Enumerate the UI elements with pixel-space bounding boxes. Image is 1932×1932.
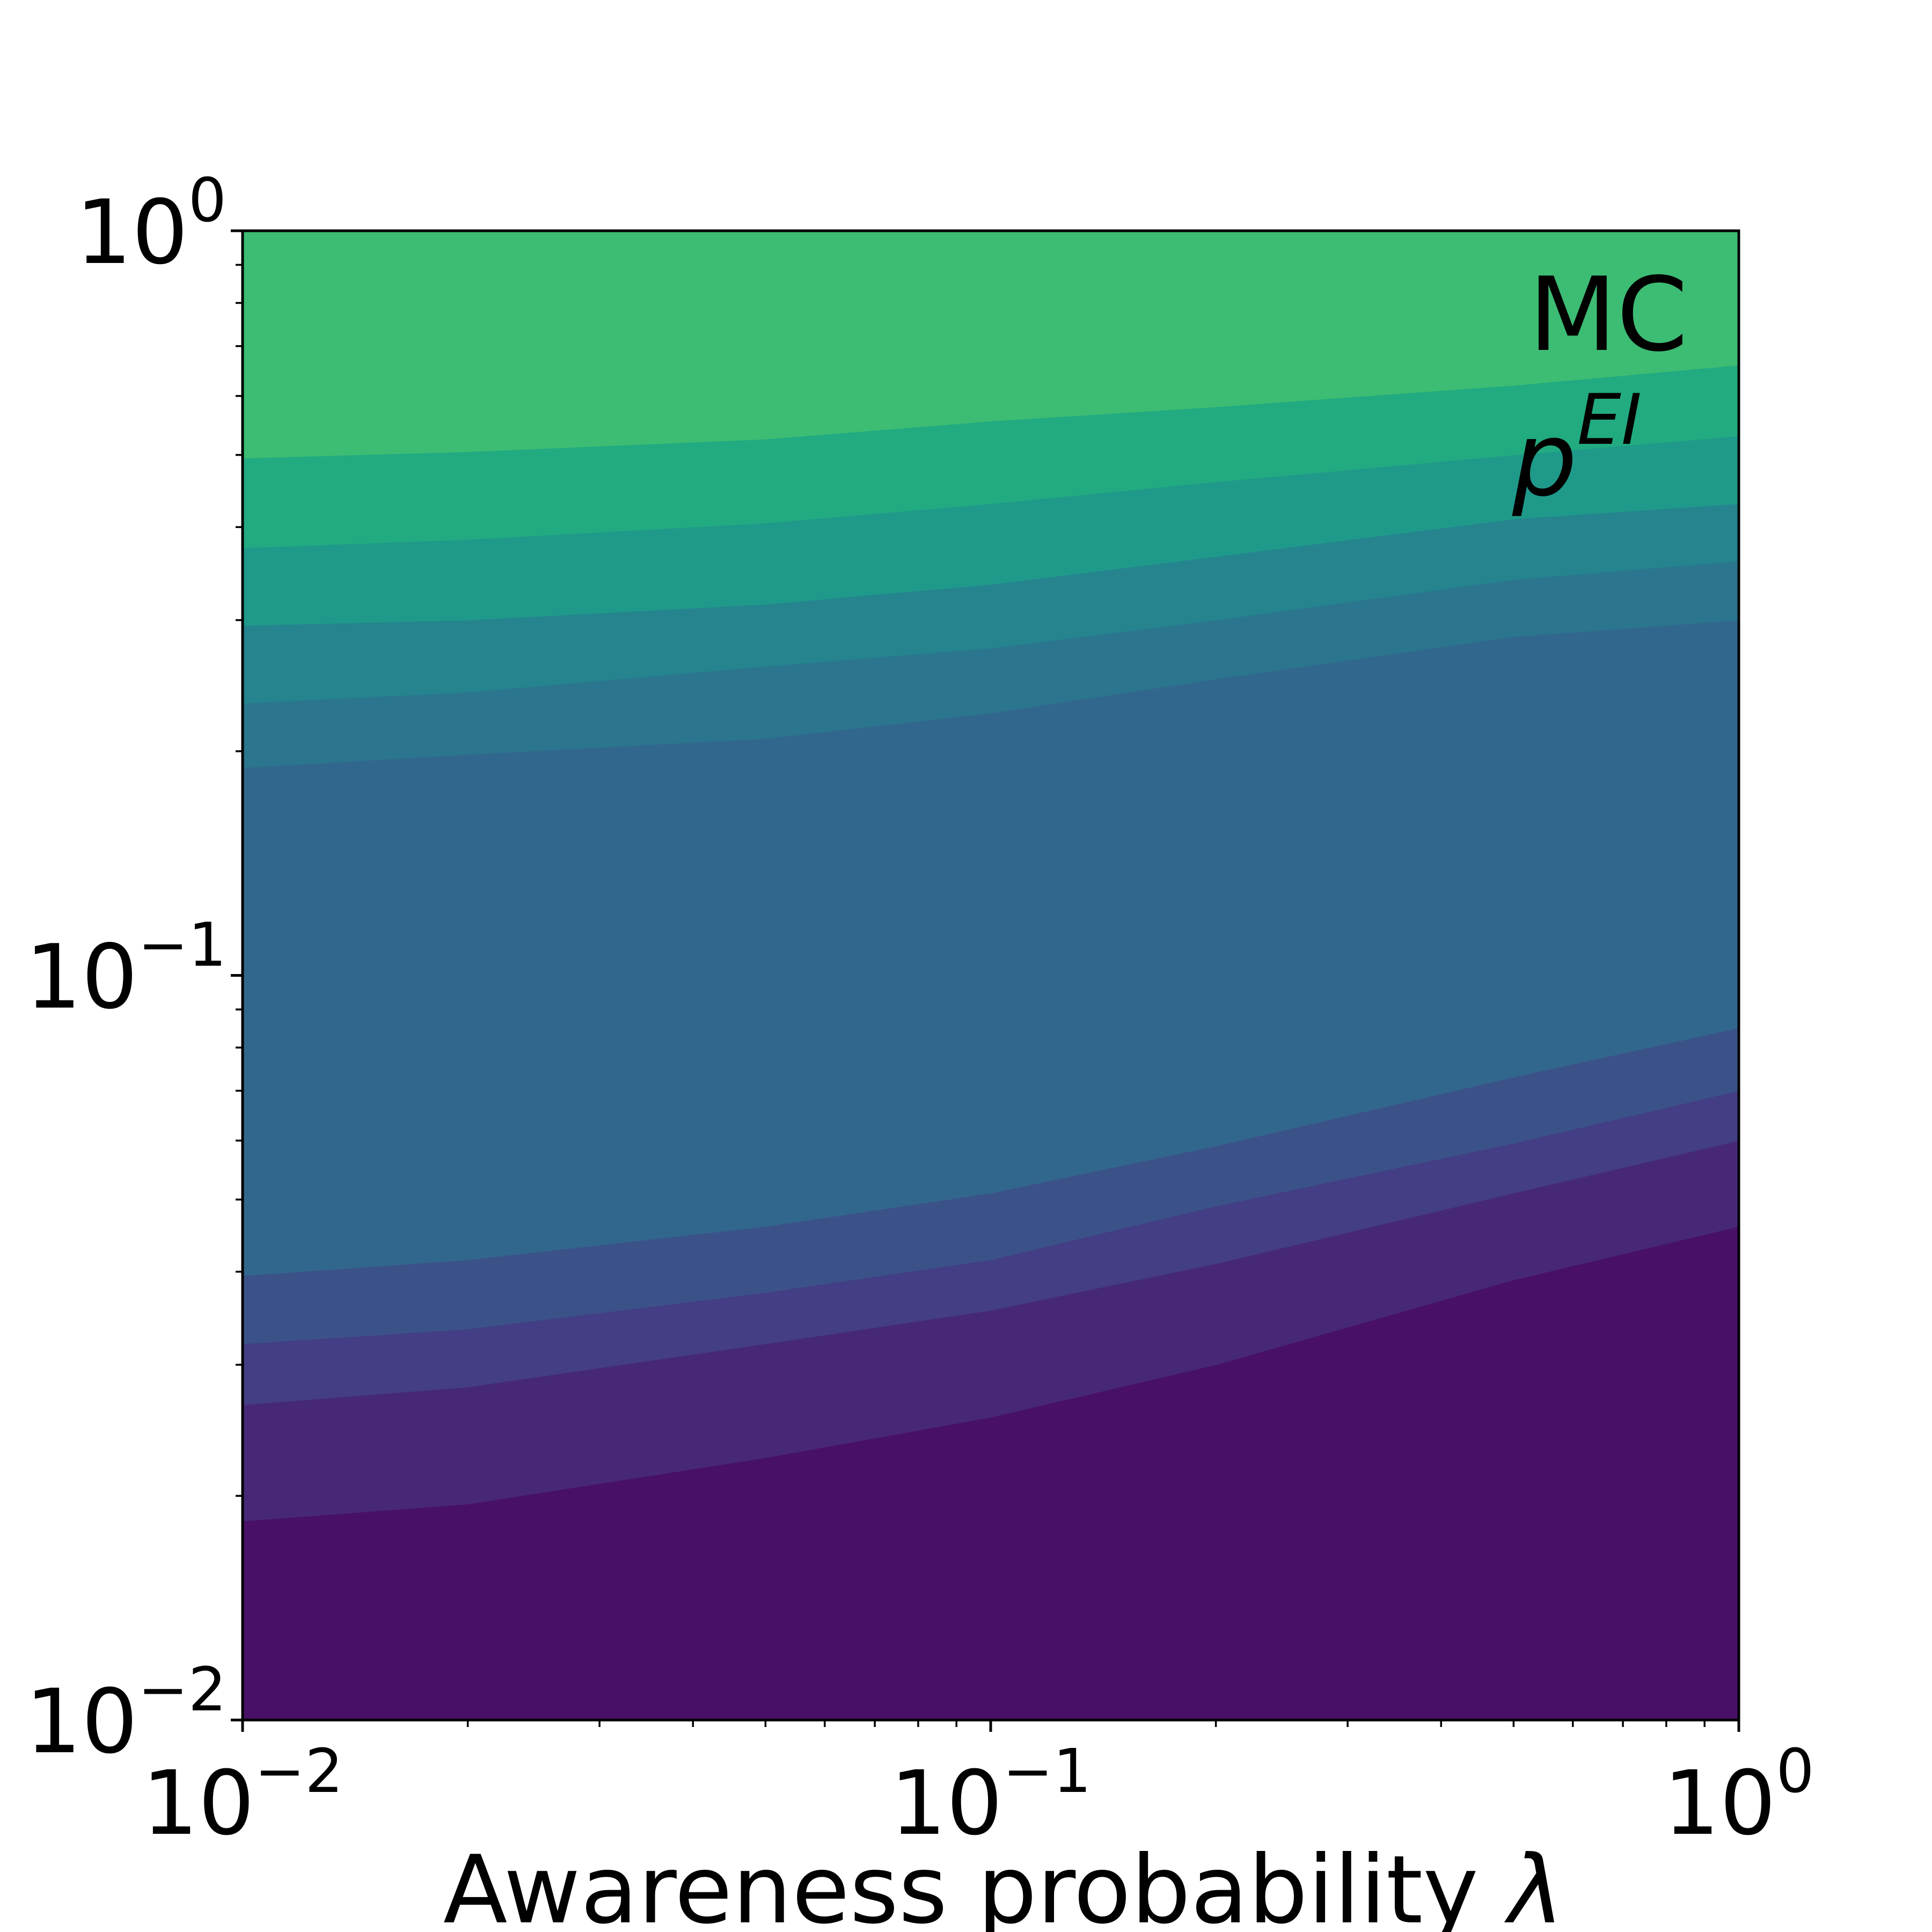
x-tick-label: 10−1 — [890, 1737, 1091, 1855]
x-tick-label: 10−2 — [142, 1737, 343, 1855]
y-tick-label: 100 — [76, 166, 226, 284]
contour-bands — [242, 230, 1739, 1721]
y-tick-label: 10−2 — [25, 1655, 226, 1773]
x-axis-label: Awareness probability λ — [443, 1836, 1564, 1932]
annotation-quantity: pEI — [1512, 379, 1642, 519]
tick-labels: 10−2 10−1 100 10−2 10−1 100 — [25, 166, 1814, 1855]
axis-ticks — [231, 229, 1740, 1732]
annotation-method: MC — [1528, 255, 1688, 374]
x-tick-label: 100 — [1663, 1737, 1814, 1855]
y-tick-label: 10−1 — [25, 911, 226, 1029]
